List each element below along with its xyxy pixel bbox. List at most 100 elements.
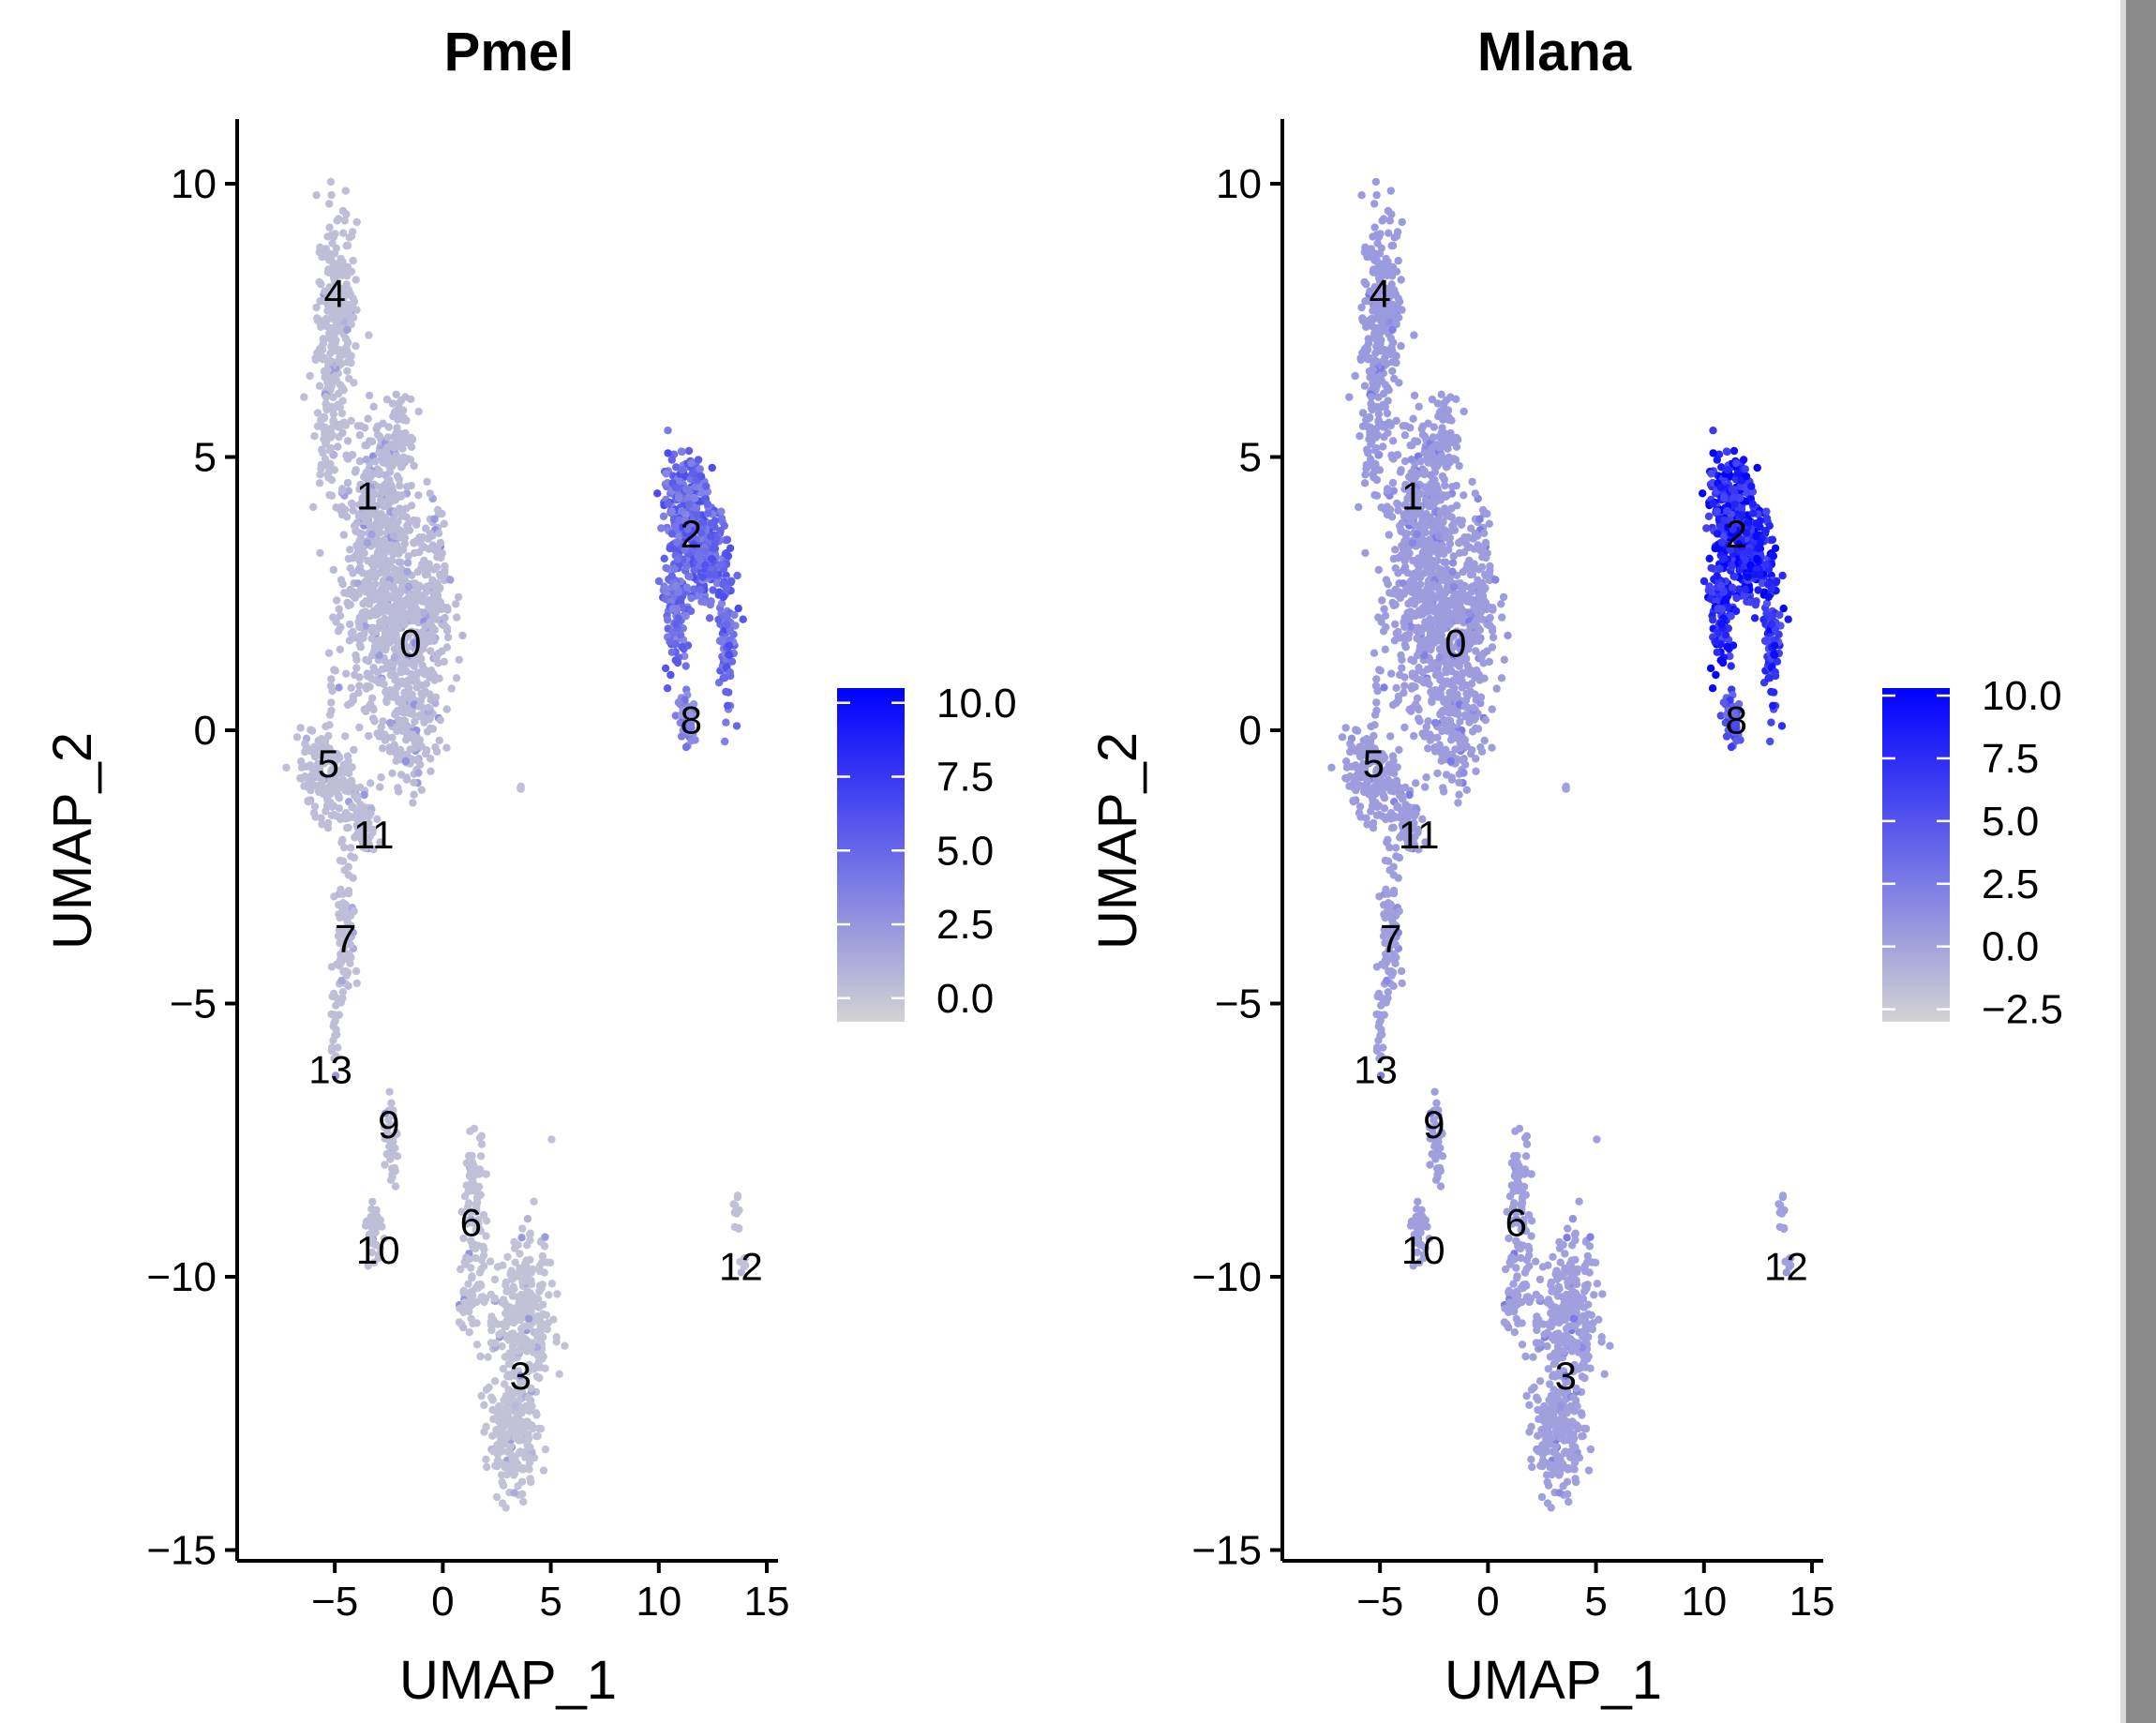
cell-point bbox=[355, 622, 364, 631]
cell-point bbox=[352, 979, 361, 988]
cell-point bbox=[318, 820, 326, 829]
cell-point bbox=[342, 824, 352, 832]
cell-point bbox=[1445, 533, 1455, 542]
cell-point bbox=[1485, 519, 1494, 528]
cell-point bbox=[330, 666, 338, 674]
cell-point bbox=[342, 241, 351, 250]
cell-point bbox=[1476, 651, 1486, 660]
cell-point bbox=[1472, 767, 1480, 775]
cell-point bbox=[464, 1280, 472, 1288]
cell-point bbox=[306, 746, 315, 756]
cell-point bbox=[535, 1350, 545, 1359]
cell-point bbox=[1469, 703, 1478, 712]
cell-point bbox=[659, 586, 667, 594]
cell-point bbox=[396, 645, 404, 654]
cell-point bbox=[717, 507, 726, 516]
cell-point bbox=[387, 497, 396, 506]
cell-point bbox=[1372, 706, 1381, 715]
cell-point bbox=[507, 1288, 516, 1297]
cell-point bbox=[341, 787, 350, 795]
cell-point bbox=[393, 594, 401, 603]
cell-point bbox=[324, 473, 333, 482]
cell-point bbox=[385, 659, 394, 667]
cell-point bbox=[346, 546, 354, 554]
cell-point bbox=[355, 673, 364, 682]
cell-point bbox=[1434, 583, 1444, 592]
cell-point bbox=[316, 243, 324, 251]
cell-point bbox=[343, 358, 352, 367]
cell-point bbox=[1369, 232, 1377, 241]
cell-point bbox=[325, 249, 335, 258]
cell-point bbox=[402, 645, 411, 654]
cell-point bbox=[335, 804, 344, 813]
cell-point bbox=[1391, 564, 1400, 573]
y-tick-label: 0 bbox=[194, 708, 217, 754]
cell-point bbox=[352, 341, 360, 351]
cell-point bbox=[532, 1411, 541, 1419]
cell-point bbox=[338, 835, 347, 844]
cell-point bbox=[702, 482, 711, 490]
cell-point bbox=[1388, 478, 1398, 487]
cell-point bbox=[426, 673, 435, 682]
cell-point bbox=[495, 1330, 503, 1339]
cell-point bbox=[375, 468, 383, 476]
cell-point bbox=[344, 871, 352, 879]
legend-colorbar bbox=[837, 688, 905, 1022]
cell-point bbox=[482, 1232, 490, 1240]
cell-point bbox=[1394, 256, 1402, 265]
cell-point bbox=[410, 461, 418, 471]
cell-point bbox=[1400, 622, 1409, 631]
cell-point bbox=[337, 308, 346, 317]
cell-point bbox=[1372, 675, 1381, 683]
cell-point bbox=[1431, 487, 1440, 496]
cell-point bbox=[434, 659, 442, 667]
cell-point bbox=[502, 1400, 511, 1409]
cell-point bbox=[465, 1328, 473, 1337]
cell-point bbox=[1403, 608, 1412, 617]
cell-point bbox=[523, 1215, 532, 1223]
cluster-label: 4 bbox=[323, 272, 345, 316]
cell-point bbox=[1396, 521, 1404, 531]
y-tick-label: −10 bbox=[146, 1254, 217, 1300]
cell-point bbox=[326, 256, 335, 264]
cell-point bbox=[510, 1489, 518, 1497]
cell-point bbox=[466, 1154, 474, 1162]
cell-point bbox=[335, 605, 343, 613]
cell-point bbox=[346, 844, 355, 852]
cell-point bbox=[477, 1391, 486, 1401]
cell-point bbox=[314, 759, 322, 768]
cell-point bbox=[404, 519, 412, 529]
cell-point bbox=[337, 815, 345, 824]
cell-point bbox=[411, 601, 419, 609]
cell-point bbox=[379, 643, 388, 652]
cell-point bbox=[343, 918, 352, 926]
cell-point bbox=[427, 755, 435, 763]
cell-point bbox=[328, 802, 337, 811]
cell-point bbox=[1351, 371, 1359, 381]
cell-point bbox=[698, 573, 707, 581]
cell-point bbox=[362, 684, 371, 693]
cell-point bbox=[1370, 200, 1379, 208]
cell-point bbox=[427, 767, 435, 775]
cell-point bbox=[323, 366, 332, 374]
cell-point bbox=[315, 781, 324, 790]
cell-point bbox=[522, 1301, 532, 1310]
cell-point bbox=[525, 1453, 533, 1461]
cell-point bbox=[379, 458, 388, 467]
cell-point bbox=[1382, 622, 1390, 632]
cell-point bbox=[516, 1447, 525, 1456]
cell-point bbox=[1394, 696, 1403, 705]
cell-point bbox=[325, 283, 334, 292]
cell-point bbox=[344, 307, 353, 316]
cell-point bbox=[380, 550, 388, 559]
cell-point bbox=[332, 1030, 341, 1039]
cell-point bbox=[1439, 517, 1447, 526]
cell-point bbox=[384, 423, 393, 431]
cell-point bbox=[324, 649, 334, 657]
cell-point bbox=[480, 1245, 488, 1254]
cell-point bbox=[341, 732, 350, 741]
cell-point bbox=[360, 790, 368, 800]
cell-point bbox=[1410, 331, 1418, 339]
cell-point bbox=[487, 1312, 496, 1321]
cell-point bbox=[685, 573, 694, 581]
